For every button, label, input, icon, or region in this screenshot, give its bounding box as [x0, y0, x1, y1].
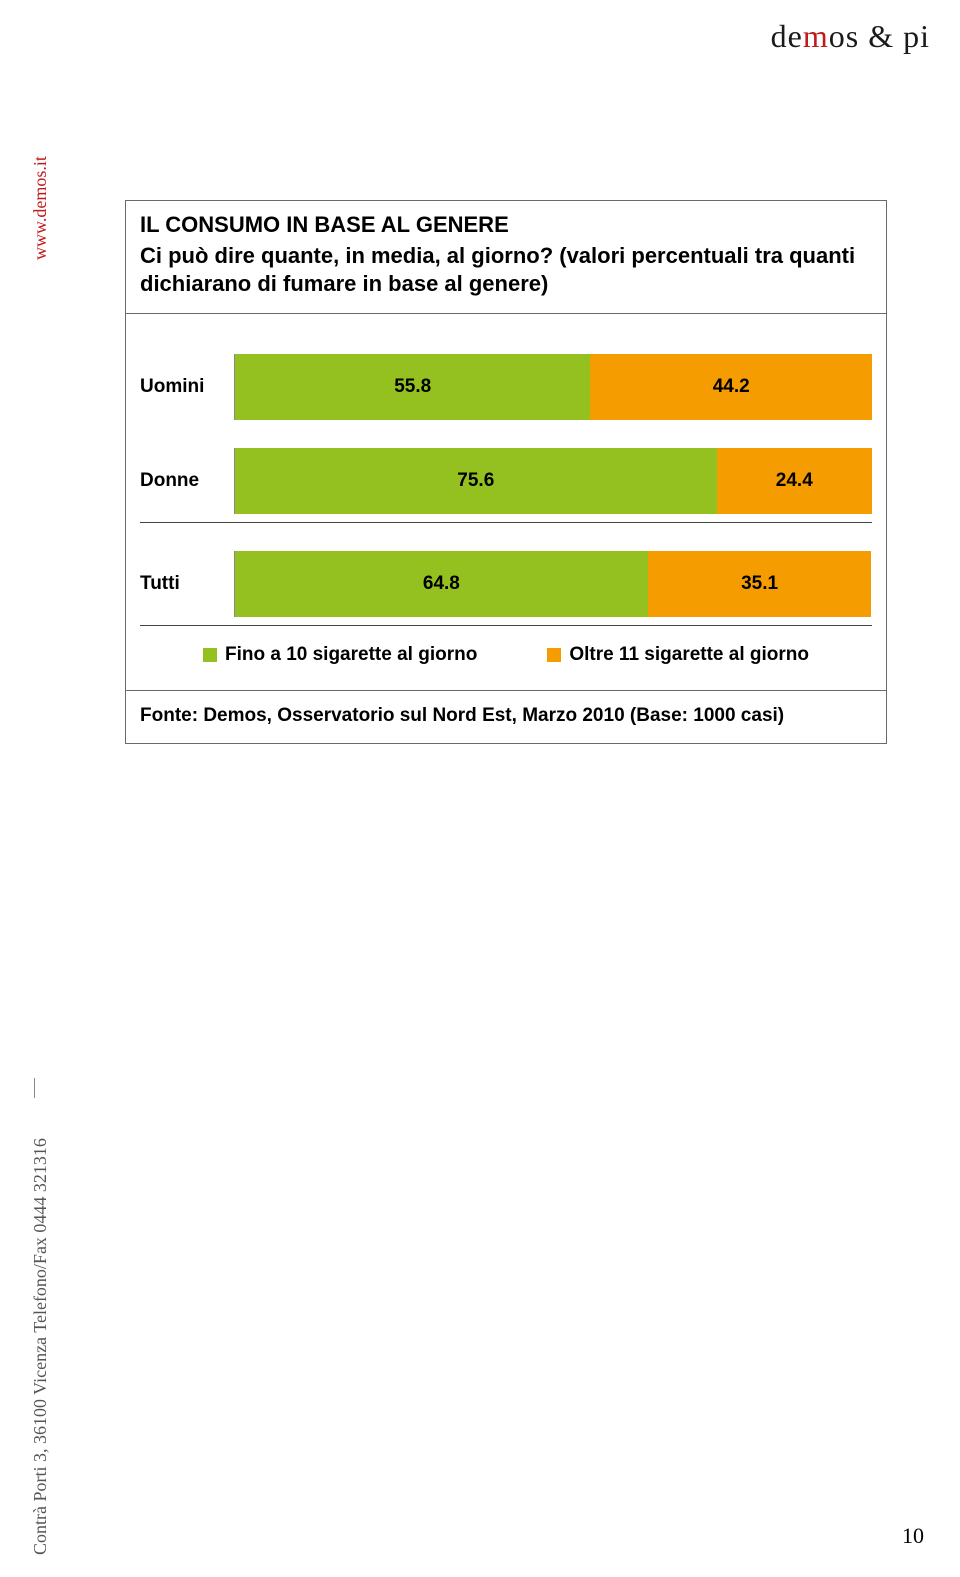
sidebar-address-text: Contrà Porti 3, 36100 Vicenza Telefono/F…: [30, 1138, 51, 1555]
chart-bar-segment: 35.1: [648, 551, 872, 617]
chart-bar: 64.835.1: [234, 551, 872, 617]
chart-container: IL CONSUMO IN BASE AL GENERE Ci può dire…: [125, 200, 887, 744]
logo-part-2: m: [803, 18, 829, 54]
chart-title-line2: Ci può dire quante, in media, al giorno?…: [126, 242, 886, 313]
chart-body: Uomini55.844.2 Donne75.624.4 Tutti64.835.1…: [126, 313, 886, 690]
chart-row: Tutti64.835.1: [140, 551, 872, 617]
logo-part-1: de: [771, 18, 803, 54]
chart-bar: 55.844.2: [234, 354, 872, 420]
legend-item: Fino a 10 sigarette al giorno: [203, 644, 477, 666]
chart-row-label: Tutti: [140, 573, 234, 595]
chart-bar-segment: 55.8: [235, 354, 590, 420]
page: demos & pi www.demos.it Contrà Porti 3, …: [0, 0, 960, 1577]
legend-swatch: [203, 648, 217, 662]
legend-label: Fino a 10 sigarette al giorno: [225, 644, 477, 666]
chart-bar: 75.624.4: [234, 448, 872, 514]
chart-bar-segment: 64.8: [235, 551, 648, 617]
logo-part-5: pi: [894, 18, 930, 54]
legend-item: Oltre 11 sigarette al giorno: [547, 644, 809, 666]
chart-legend: Fino a 10 sigarette al giorno Oltre 11 si…: [140, 626, 872, 672]
chart-bar-segment: 75.6: [235, 448, 717, 514]
logo-part-3: os: [829, 18, 868, 54]
brand-logo: demos & pi: [771, 18, 930, 55]
chart-bar-segment: 44.2: [590, 354, 872, 420]
legend-swatch: [547, 648, 561, 662]
sidebar-divider: [34, 1078, 35, 1098]
sidebar-url-text: www.demos.it: [30, 156, 51, 260]
page-number: 10: [902, 1523, 924, 1549]
chart-rows: Uomini55.844.2 Donne75.624.4 Tutti64.835.1: [140, 354, 872, 626]
chart-bar-segment: 24.4: [717, 448, 872, 514]
chart-row-underline: [140, 522, 872, 523]
chart-row-label: Uomini: [140, 376, 234, 398]
chart-row: Uomini55.844.2: [140, 354, 872, 420]
chart-source: Fonte: Demos, Osservatorio sul Nord Est,…: [126, 690, 886, 743]
chart-row-label: Donne: [140, 470, 234, 492]
logo-part-4: &: [868, 18, 894, 54]
chart-title-line1: IL CONSUMO IN BASE AL GENERE: [126, 201, 886, 242]
legend-label: Oltre 11 sigarette al giorno: [569, 644, 809, 666]
chart-row: Donne75.624.4: [140, 448, 872, 514]
